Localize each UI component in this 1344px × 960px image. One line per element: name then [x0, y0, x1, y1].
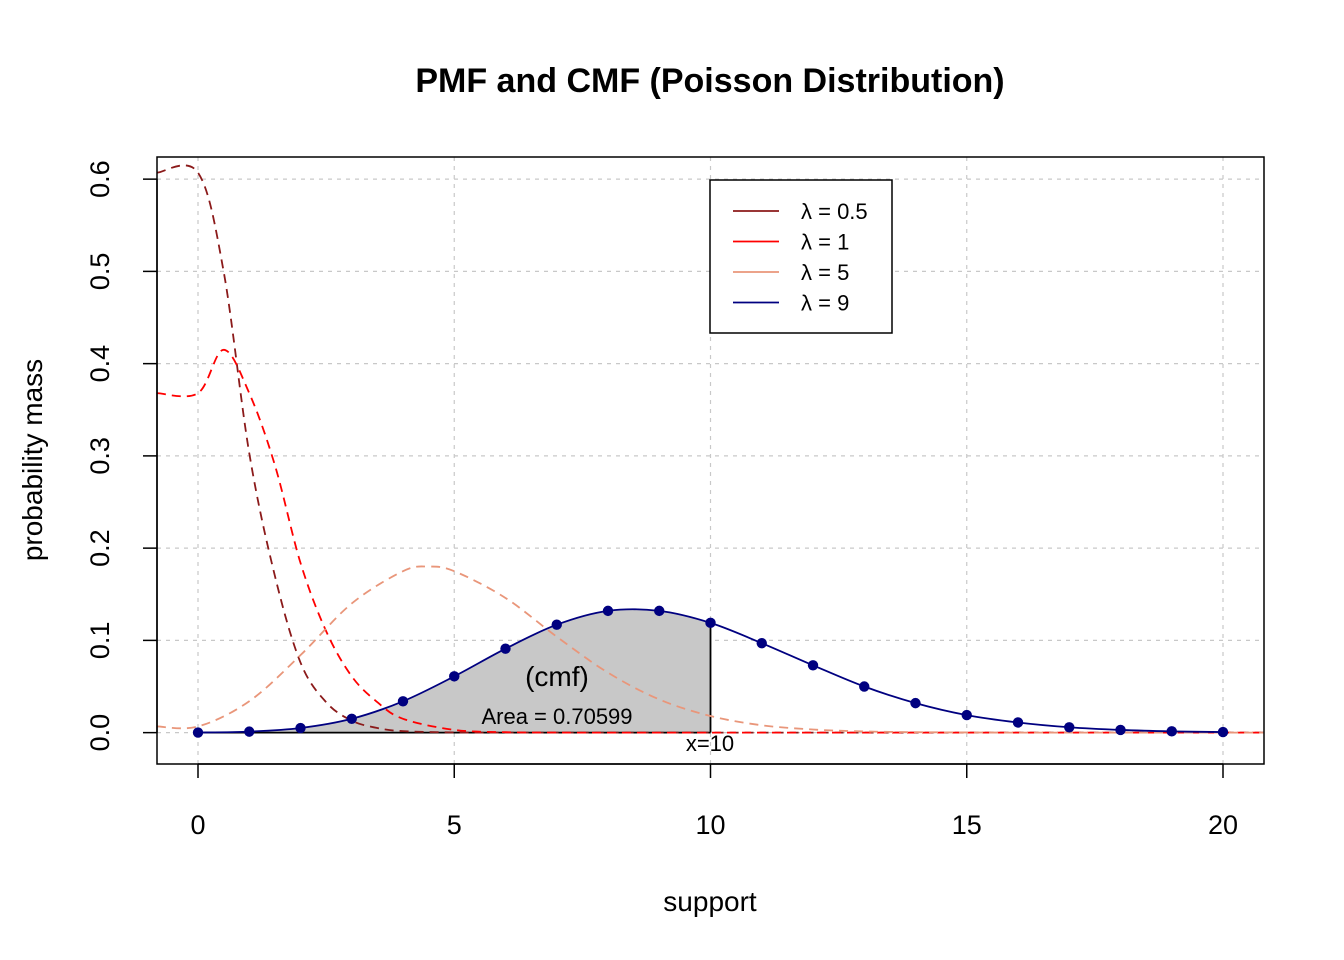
x-tick-label-1: 5	[447, 810, 462, 840]
series-3-point-17	[1064, 722, 1075, 733]
series-3-point-5	[449, 671, 460, 682]
series-3-point-8	[602, 605, 614, 617]
legend-box	[709, 179, 893, 334]
y-tick-label-2: 0.2	[85, 529, 115, 567]
series-3-point-1	[244, 726, 255, 737]
series-3-point-4	[397, 696, 409, 707]
series-3-point-15	[961, 709, 972, 721]
marker-layer	[192, 605, 1229, 738]
series-3-point-13	[859, 681, 870, 692]
series-line-1	[156, 348, 1264, 734]
series-3-point-0	[192, 727, 204, 738]
legend-label-1: λ = 1	[801, 230, 849, 255]
series-line-0	[156, 164, 1264, 734]
x-tick-label-4: 20	[1208, 810, 1238, 840]
legend: λ = 0.5 λ = 1 λ = 5 λ = 9	[709, 179, 893, 334]
series-3-point-20	[1217, 726, 1229, 738]
series-3-point-14	[910, 697, 921, 709]
legend-label-0: λ = 0.5	[801, 199, 868, 224]
y-tick-label-3: 0.3	[85, 437, 115, 475]
y-tick-label-5: 0.5	[85, 253, 115, 291]
y-tick-label-4: 0.4	[85, 345, 115, 383]
y-tick-label-1: 0.1	[85, 622, 115, 660]
series-3-point-11	[756, 637, 767, 649]
y-axis: 0.0 0.1 0.2 0.3 0.4 0.5 0.6	[85, 160, 158, 752]
series-line-2	[156, 565, 1264, 734]
x-tick-label-2: 10	[695, 810, 725, 840]
series-3-point-6	[500, 643, 511, 654]
series-3-point-19	[1166, 726, 1177, 737]
series-3-point-3	[346, 713, 357, 724]
series-3-point-12	[807, 660, 819, 671]
legend-label-3: λ = 9	[801, 291, 849, 316]
x-marker-label: x=10	[686, 731, 734, 756]
y-axis-label: probability mass	[17, 359, 48, 561]
x-axis-label: support	[663, 886, 757, 917]
series-3-point-9	[654, 605, 665, 617]
chart-title: PMF and CMF (Poisson Distribution)	[415, 62, 1004, 100]
x-tick-label-3: 15	[952, 810, 982, 840]
series-3-point-10	[705, 617, 716, 629]
area-label: Area = 0.70599	[481, 704, 632, 729]
series-3-point-18	[1115, 724, 1126, 736]
series-3-point-7	[551, 619, 562, 630]
legend-label-2: λ = 5	[801, 260, 849, 285]
cmf-label: (cmf)	[525, 661, 589, 692]
cmf-area	[198, 609, 711, 733]
y-tick-label-0: 0.0	[85, 714, 115, 752]
series-3-point-2	[295, 722, 306, 734]
y-tick-label-6: 0.6	[85, 160, 115, 198]
x-tick-label-0: 0	[190, 810, 205, 840]
legend-items: λ = 0.5 λ = 1 λ = 5 λ = 9	[733, 199, 868, 316]
series-3-point-16	[1012, 717, 1024, 728]
x-axis: 0 5 10 15 20	[190, 763, 1238, 840]
